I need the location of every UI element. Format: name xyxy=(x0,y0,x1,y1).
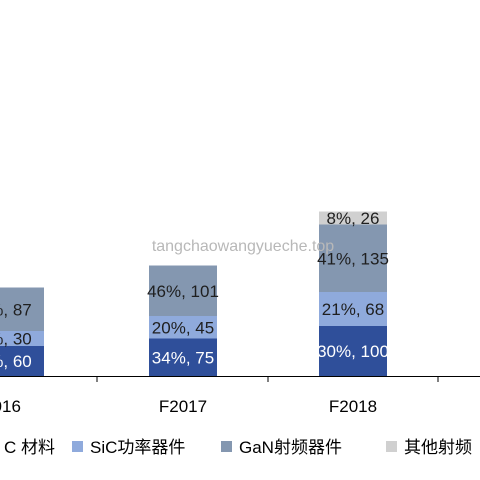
data-label-f2016-0: %, 60 xyxy=(0,352,32,371)
bar-segment-f2018-2 xyxy=(319,224,387,292)
x-tick-label-2: F2018 xyxy=(329,397,377,416)
legend-label-2: GaN射频器件 xyxy=(239,438,342,457)
data-label-f2018-0: 30%, 100 xyxy=(317,342,389,361)
data-label-f2016-2: %, 87 xyxy=(0,300,32,319)
bar-segment-f2018-1 xyxy=(319,292,387,326)
bar-segment-f2016-1 xyxy=(0,331,44,346)
data-label-f2017-0: 34%, 75 xyxy=(152,348,214,367)
bar-segment-f2017-1 xyxy=(149,316,217,339)
legend-label-1: SiC功率器件 xyxy=(90,438,185,457)
x-axis-labels: 2016 F2017 F2018 xyxy=(0,397,377,416)
data-label-f2017-2: 46%, 101 xyxy=(147,282,219,301)
data-label-f2018-3: 8%, 26 xyxy=(327,209,380,228)
data-label-f2016-1: %, 30 xyxy=(0,330,32,349)
legend-label-0: C 材料 xyxy=(4,438,55,457)
bar-segment-f2018-3 xyxy=(319,211,387,225)
legend-swatch-3 xyxy=(386,441,397,452)
bar-area: %, 60 %, 30 %, 87 34%, 75 20%, 45 46%, 101 30%… xyxy=(0,209,389,376)
bar-segment-f2017-0 xyxy=(149,338,217,376)
x-axis-ticks xyxy=(96,376,439,382)
data-label-f2018-1: 21%, 68 xyxy=(322,300,384,319)
bar-segment-f2016-2 xyxy=(0,287,44,331)
bar-segment-f2016-0 xyxy=(0,346,44,376)
data-label-f2018-2: 41%, 135 xyxy=(317,249,389,268)
legend-swatch-1 xyxy=(72,441,83,452)
bar-segment-f2017-2 xyxy=(149,265,217,316)
watermark-text: tangchaowangyueche.top xyxy=(152,238,334,255)
bar-segment-f2018-0 xyxy=(319,326,387,376)
x-tick-label-1: F2017 xyxy=(159,397,207,416)
data-label-f2017-1: 20%, 45 xyxy=(152,318,214,337)
legend-swatch-2 xyxy=(221,441,232,452)
x-tick-label-0: 2016 xyxy=(0,397,21,416)
legend: C 材料 SiC功率器件 GaN射频器件 其他射频 xyxy=(4,438,472,457)
legend-label-3: 其他射频 xyxy=(404,438,472,457)
